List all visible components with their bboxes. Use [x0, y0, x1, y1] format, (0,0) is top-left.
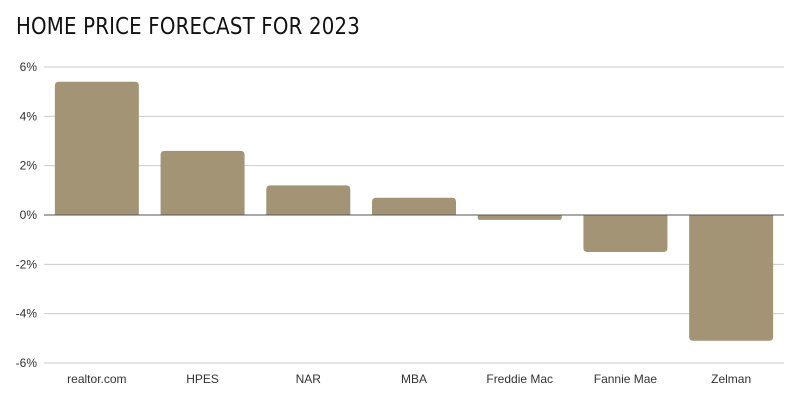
x-axis-labels: realtor.com HPES NAR MBA Freddie Mac Fannie M…	[67, 372, 751, 386]
y-tick-label: -4%	[16, 307, 38, 321]
y-tick-label: -2%	[16, 257, 38, 271]
x-category-label: NAR	[296, 372, 322, 386]
x-category-label: Fannie Mae	[594, 372, 658, 386]
x-category-label: MBA	[401, 372, 427, 386]
y-tick-label: 6%	[20, 60, 38, 74]
y-axis-ticks: 6% 4% 2% 0% -2% -4% -6%	[16, 60, 38, 370]
x-category-label: HPES	[186, 372, 219, 386]
bar-nar	[266, 185, 351, 215]
y-tick-label: -6%	[16, 356, 38, 370]
bars	[54, 81, 774, 341]
y-tick-label: 4%	[20, 109, 38, 123]
y-tick-label: 2%	[20, 159, 38, 173]
bar-freddie-mac	[477, 215, 562, 220]
x-category-label: realtor.com	[67, 372, 126, 386]
bar-realtor-com	[54, 81, 139, 215]
bar-mba	[372, 197, 456, 215]
bar-fannie-mae	[583, 215, 668, 252]
bar-zelman	[689, 215, 774, 341]
y-tick-label: 0%	[20, 208, 38, 222]
x-category-label: Freddie Mac	[486, 372, 553, 386]
x-category-label: Zelman	[711, 372, 751, 386]
chart-title: HOME PRICE FORECAST FOR 2023	[16, 14, 360, 40]
bar-hpes	[160, 150, 245, 215]
